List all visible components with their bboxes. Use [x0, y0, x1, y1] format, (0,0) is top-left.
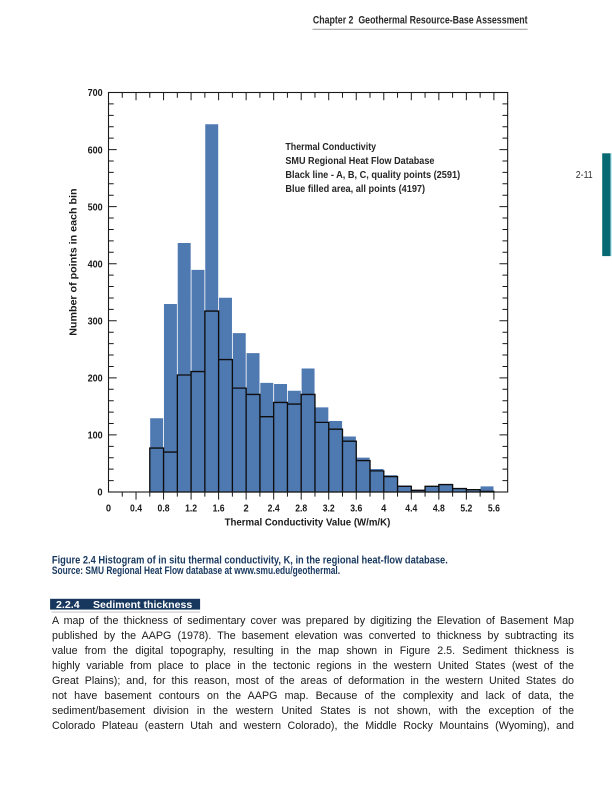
svg-text:500: 500 [88, 201, 103, 213]
svg-text:200: 200 [88, 373, 103, 385]
svg-text:2-11: 2-11 [576, 169, 593, 181]
svg-text:Source: SMU Regional Heat Flow: Source: SMU Regional Heat Flow database … [52, 565, 340, 577]
svg-text:100: 100 [88, 430, 103, 442]
svg-text:3.2: 3.2 [323, 502, 335, 514]
svg-text:400: 400 [88, 258, 103, 270]
svg-text:Number of points in each bin: Number of points in each bin [68, 188, 80, 335]
svg-text:Figure 2.4 Histogram of in sit: Figure 2.4 Histogram of in situ thermal … [52, 555, 448, 567]
svg-text:300: 300 [88, 315, 103, 327]
svg-text:0.4: 0.4 [130, 502, 142, 514]
svg-text:0: 0 [97, 487, 102, 499]
svg-text:1.6: 1.6 [213, 502, 225, 514]
svg-text:600: 600 [88, 144, 103, 156]
svg-text:5.2: 5.2 [460, 502, 472, 514]
svg-text:700: 700 [88, 87, 103, 99]
svg-text:1.2: 1.2 [185, 502, 197, 514]
svg-text:2.8: 2.8 [295, 502, 307, 514]
svg-text:Blue filled area, all points (: Blue filled area, all points (4197) [285, 183, 425, 195]
svg-text:0.8: 0.8 [158, 502, 170, 514]
svg-text:4.4: 4.4 [405, 502, 417, 514]
svg-text:5.6: 5.6 [488, 502, 500, 514]
svg-text:4.8: 4.8 [433, 502, 445, 514]
svg-text:2: 2 [244, 502, 249, 514]
svg-text:4: 4 [381, 502, 386, 514]
svg-text:Thermal Conductivity Value (W/: Thermal Conductivity Value (W/m/K) [225, 517, 391, 529]
svg-text:Thermal Conductivity: Thermal Conductivity [285, 141, 376, 153]
svg-text:2.2.4: 2.2.4 [56, 600, 80, 611]
svg-text:3.6: 3.6 [350, 502, 362, 514]
svg-text:SMU Regional Heat Flow Databas: SMU Regional Heat Flow Database [285, 155, 434, 167]
svg-text:2.4: 2.4 [268, 502, 280, 514]
svg-text:0: 0 [106, 502, 111, 514]
svg-text:Black line - A, B, C, quality: Black line - A, B, C, quality points (25… [285, 169, 460, 181]
svg-text:Chapter 2 Geothermal Resource: Chapter 2 Geothermal Resource-Base Asses… [313, 15, 528, 27]
svg-text:Sediment thickness: Sediment thickness [93, 600, 192, 611]
